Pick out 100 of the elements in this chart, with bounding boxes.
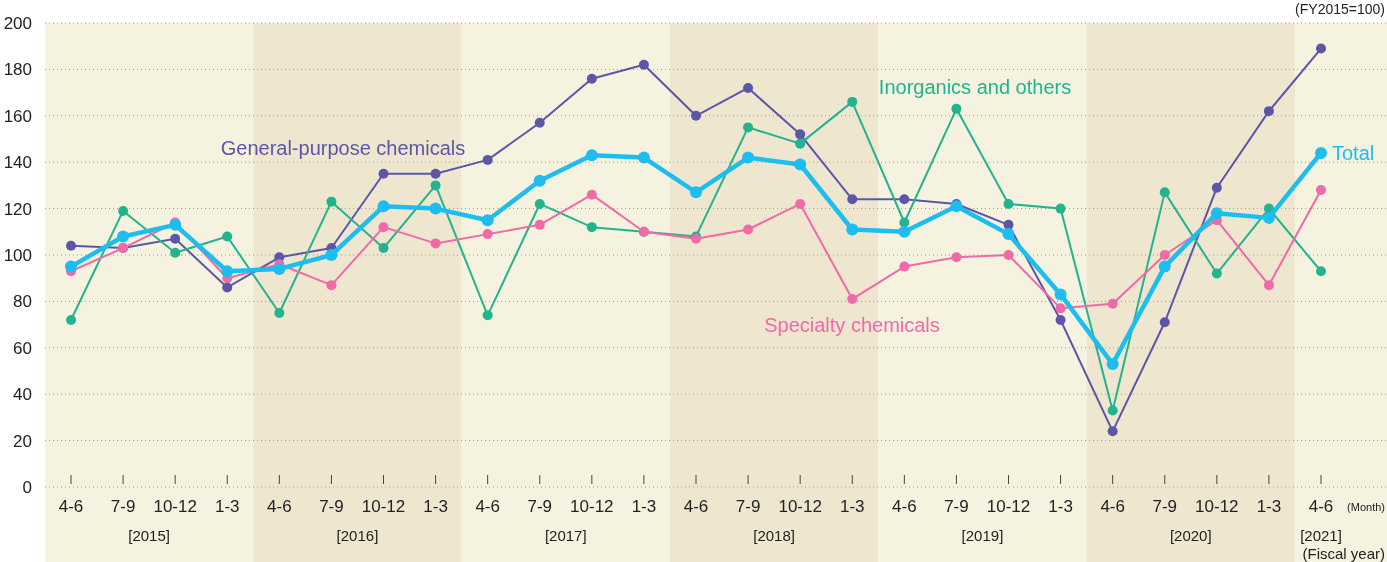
point xyxy=(586,73,597,84)
point xyxy=(1316,185,1326,196)
x-tick-label: 4-6 xyxy=(683,497,709,516)
point xyxy=(742,151,755,164)
y-tick-label: 160 xyxy=(3,106,32,126)
point xyxy=(847,194,858,205)
x-tick-label: 1-3 xyxy=(1256,497,1282,516)
point xyxy=(534,219,545,230)
point xyxy=(1003,198,1014,209)
point xyxy=(1211,268,1222,279)
y-tick-label: 180 xyxy=(3,60,32,80)
point xyxy=(743,224,754,235)
text: [2015] xyxy=(128,527,170,544)
x-tick-label: 1-3 xyxy=(839,497,865,516)
point xyxy=(847,96,858,107)
point xyxy=(951,103,962,114)
point xyxy=(533,174,546,187)
y-tick-label: 100 xyxy=(3,245,32,265)
point xyxy=(847,294,858,305)
point xyxy=(66,314,76,325)
text: [2016] xyxy=(336,527,379,544)
point xyxy=(117,230,130,243)
point xyxy=(586,189,597,200)
point xyxy=(1158,260,1171,273)
point xyxy=(846,223,859,236)
point xyxy=(1107,298,1118,309)
point xyxy=(794,158,807,171)
point xyxy=(691,110,701,121)
series-label: Total xyxy=(1332,142,1375,164)
point xyxy=(534,198,545,209)
point xyxy=(586,222,597,233)
x-tick-label: 1-3 xyxy=(631,497,657,516)
y-tick-label: 60 xyxy=(13,338,32,358)
point xyxy=(118,205,129,216)
point xyxy=(482,229,493,240)
text: [2021] xyxy=(1300,527,1342,544)
point xyxy=(430,168,441,179)
x-tick-label: 7-9 xyxy=(735,497,761,516)
y-tick-label: 200 xyxy=(3,13,32,33)
text: (FY2015=100) xyxy=(1295,1,1385,17)
point xyxy=(430,238,441,249)
point xyxy=(222,282,233,293)
point xyxy=(481,214,494,227)
y-tick-label: 80 xyxy=(13,292,32,312)
text: (Month) xyxy=(1347,501,1385,513)
point xyxy=(1263,280,1274,291)
y-tick-label: 20 xyxy=(13,431,32,451)
point xyxy=(951,252,962,263)
x-tick-label: 10-12 xyxy=(153,497,197,516)
point xyxy=(1003,250,1014,260)
series-label: General-purpose chemicals xyxy=(220,137,466,159)
point xyxy=(221,265,234,278)
point xyxy=(222,231,233,242)
point xyxy=(899,261,910,272)
point xyxy=(795,138,806,149)
point xyxy=(1055,303,1066,314)
point xyxy=(795,129,806,140)
text: (Fiscal year) xyxy=(1302,545,1385,562)
point xyxy=(638,59,649,70)
x-tick-label: 10-12 xyxy=(361,497,406,516)
point xyxy=(1316,266,1326,277)
text: [2017] xyxy=(544,527,587,544)
x-tick-label: 10-12 xyxy=(1195,497,1239,516)
point xyxy=(430,180,441,191)
point xyxy=(1054,288,1067,301)
point xyxy=(743,82,754,93)
point xyxy=(1002,228,1015,241)
point xyxy=(690,186,702,199)
x-tick-label: 7-9 xyxy=(110,497,136,516)
point xyxy=(326,196,337,207)
point xyxy=(1262,211,1275,224)
x-tick-label: 7-9 xyxy=(527,497,553,516)
x-tick-label: 1-3 xyxy=(214,497,240,516)
point xyxy=(274,308,285,318)
point xyxy=(1211,182,1222,193)
point xyxy=(1055,314,1066,325)
point xyxy=(1315,146,1327,159)
x-tick-label: 10-12 xyxy=(570,497,614,516)
point xyxy=(637,151,650,164)
point xyxy=(1159,187,1170,198)
x-tick-label: 1-3 xyxy=(423,497,448,516)
point xyxy=(482,154,493,165)
text: [2019] xyxy=(961,527,1004,544)
point xyxy=(743,122,754,133)
x-tick-label: 4-6 xyxy=(892,497,917,516)
text: [2020] xyxy=(1169,527,1212,544)
y-tick-label: 0 xyxy=(22,477,32,497)
y-tick-label: 120 xyxy=(3,199,32,219)
point xyxy=(795,198,806,209)
y-tick-label: 40 xyxy=(13,385,32,405)
x-tick-label: 1-3 xyxy=(1048,497,1073,516)
y-tick-label: 140 xyxy=(3,153,32,173)
point xyxy=(1107,405,1118,416)
point xyxy=(950,200,963,213)
point xyxy=(1316,43,1326,54)
point xyxy=(482,310,493,321)
text: [2018] xyxy=(753,527,795,544)
point xyxy=(65,260,77,273)
point xyxy=(1159,317,1170,328)
x-tick-label: 4-6 xyxy=(1100,497,1125,516)
